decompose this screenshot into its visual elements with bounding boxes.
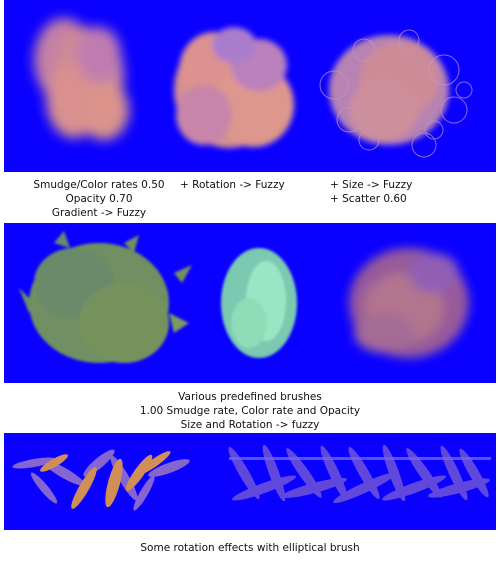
sample-rotation [174, 27, 294, 148]
caption-elliptical: Some rotation effects with elliptical br… [140, 542, 360, 554]
brush-samples-panel-top [4, 0, 496, 172]
sample-cloud-brush [349, 248, 469, 358]
caption-predefined: Various predefined brushes 1.00 Smudge ra… [139, 391, 361, 431]
caption-size-scatter: + Size -> Fuzzy + Scatter 0.60 [330, 179, 413, 205]
sample-elliptical-right [228, 444, 491, 504]
sample-leaf-brush [19, 231, 192, 363]
brush-samples-panel-bottom [4, 433, 496, 530]
caption-rotation: + Rotation -> Fuzzy [180, 179, 285, 191]
sample-size-scatter [319, 29, 473, 158]
caption-smudge: Smudge/Color rates 0.50 Opacity 0.70 Gradi… [33, 179, 165, 219]
brush-samples-panel-middle [4, 223, 496, 383]
predefined-brush-strokes [19, 231, 469, 363]
sample-smudge [34, 18, 129, 140]
sample-elliptical-left [12, 449, 190, 511]
smudge-brush-strokes [34, 18, 473, 158]
sample-spray-brush [221, 248, 297, 358]
elliptical-brush-strokes [12, 444, 491, 511]
